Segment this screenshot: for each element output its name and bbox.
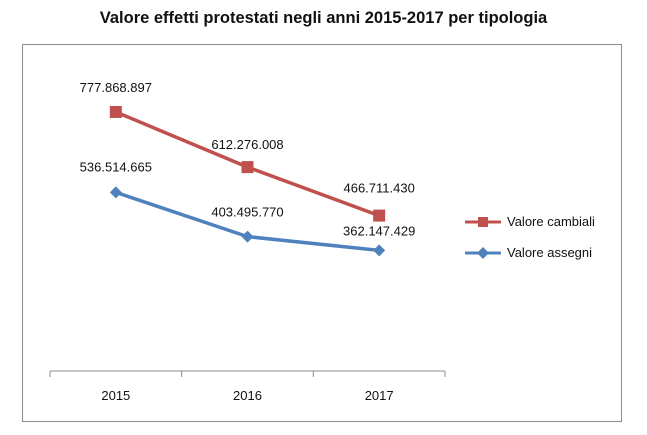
legend-label-cambiali: Valore cambiali [507,214,595,229]
chart-title: Valore effetti protestati negli anni 201… [99,9,548,27]
marker-1-0 [109,186,122,199]
data-label-1-1: 403.495.770 [211,205,283,220]
data-label-1-0: 536.514.665 [80,159,152,174]
marker-0-0 [109,105,122,118]
marker-0-1 [241,161,254,174]
data-label-0-0: 777.868.897 [80,80,152,95]
marker-0-2 [373,209,386,222]
data-label-0-1: 612.276.008 [211,137,283,152]
legend-swatch-cambiali [465,217,501,227]
x-tick-label-2015: 2015 [101,388,130,403]
x-tick-label-2017: 2017 [365,388,394,403]
data-label-0-2: 466.711.430 [343,181,414,196]
legend-label-assegni: Valore assegni [507,245,593,260]
marker-1-1 [241,230,254,243]
data-label-1-2: 362.147.429 [343,223,415,238]
chart-frame [22,44,622,422]
x-tick-label-2016: 2016 [233,388,262,403]
legend-swatch-assegni [465,247,501,259]
marker-1-2 [373,244,386,257]
